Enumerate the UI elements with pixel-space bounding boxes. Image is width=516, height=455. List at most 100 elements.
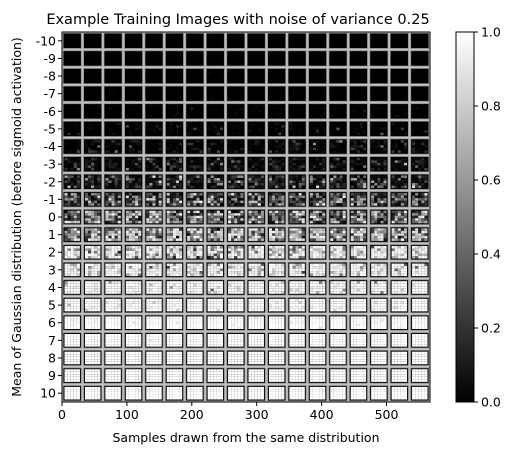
sample-image — [328, 262, 348, 278]
sample-image — [410, 297, 430, 313]
sample-image — [83, 191, 102, 208]
sample-image — [349, 244, 368, 261]
x-tick-label: 100 — [115, 407, 139, 422]
sample-image — [267, 226, 286, 243]
sample-image — [287, 138, 307, 155]
y-tick-label: 4 — [48, 280, 56, 295]
sample-image — [185, 85, 205, 102]
sample-image — [103, 297, 123, 313]
sample-image — [165, 191, 184, 208]
sample-image — [410, 32, 430, 49]
sample-image — [62, 68, 82, 84]
sample-image — [124, 191, 143, 208]
sample-image — [62, 314, 82, 331]
y-tick-label: 5 — [48, 298, 56, 313]
sample-image — [328, 226, 348, 243]
sample-image — [83, 121, 102, 137]
sample-image — [349, 332, 368, 349]
sample-image — [165, 156, 184, 172]
sample-image — [328, 297, 348, 313]
sample-image — [165, 226, 184, 243]
sample-image — [185, 68, 205, 84]
sample-image — [185, 191, 205, 208]
sample-image — [369, 85, 389, 102]
sample-image — [206, 332, 225, 349]
sample-image — [267, 209, 286, 225]
sample-image — [185, 50, 205, 67]
heatmap-row-mean-0 — [62, 208, 430, 226]
sample-image — [62, 156, 82, 172]
sample-image — [103, 32, 123, 49]
sample-image — [287, 85, 307, 102]
colorbar-tick-label: 0.2 — [481, 321, 501, 336]
y-tick-label: 9 — [48, 368, 56, 383]
y-tick-label: 10 — [40, 386, 56, 401]
sample-image — [410, 385, 430, 401]
sample-image — [247, 297, 266, 313]
sample-image — [390, 279, 409, 296]
sample-image — [410, 121, 430, 137]
y-tick-label: -4 — [44, 139, 57, 154]
sample-image — [267, 103, 286, 120]
x-tick-label: 0 — [58, 407, 66, 422]
y-tick-label: -7 — [44, 86, 56, 101]
sample-image — [124, 297, 143, 313]
sample-image — [410, 85, 430, 102]
sample-image — [124, 173, 143, 190]
sample-image — [226, 279, 246, 296]
sample-image — [185, 279, 205, 296]
sample-image — [287, 156, 307, 172]
sample-image — [308, 173, 327, 190]
sample-image — [247, 121, 266, 137]
sample-image — [185, 350, 205, 366]
sample-image — [62, 103, 82, 120]
heatmap-row-mean-9 — [62, 366, 430, 385]
sample-image — [267, 279, 286, 296]
sample-image — [206, 314, 225, 331]
sample-image — [206, 156, 225, 172]
sample-image — [144, 262, 164, 278]
sample-image — [267, 156, 286, 172]
sample-image — [206, 226, 225, 243]
sample-image — [349, 226, 368, 243]
sample-image — [103, 385, 123, 401]
x-tick-label: 300 — [245, 407, 269, 422]
sample-image — [267, 68, 286, 84]
sample-image — [287, 50, 307, 67]
sample-image — [124, 103, 143, 120]
sample-image — [247, 191, 266, 208]
sample-image — [287, 314, 307, 331]
sample-image — [226, 85, 246, 102]
sample-image — [247, 332, 266, 349]
sample-image — [144, 314, 164, 331]
sample-image — [267, 367, 286, 384]
sample-image — [62, 297, 82, 313]
sample-image — [185, 332, 205, 349]
sample-image — [369, 350, 389, 366]
sample-image — [308, 350, 327, 366]
sample-image — [287, 209, 307, 225]
sample-image — [206, 173, 225, 190]
sample-image — [226, 262, 246, 278]
sample-image — [328, 121, 348, 137]
sample-image — [267, 350, 286, 366]
sample-image — [185, 226, 205, 243]
sample-image — [247, 138, 266, 155]
colorbar-tick-label: 0.8 — [481, 99, 501, 114]
sample-image — [247, 262, 266, 278]
y-tick-label: -10 — [36, 33, 56, 48]
sample-image — [62, 121, 82, 137]
sample-image — [247, 85, 266, 102]
sample-image — [165, 332, 184, 349]
sample-image — [226, 173, 246, 190]
sample-image — [247, 209, 266, 225]
heatmap-row-mean-5 — [62, 296, 430, 314]
sample-image — [410, 244, 430, 261]
sample-image — [410, 314, 430, 331]
sample-image — [103, 173, 123, 190]
sample-image — [83, 85, 102, 102]
sample-image — [410, 68, 430, 84]
sample-image — [62, 332, 82, 349]
sample-image — [144, 279, 164, 296]
sample-image — [390, 103, 409, 120]
